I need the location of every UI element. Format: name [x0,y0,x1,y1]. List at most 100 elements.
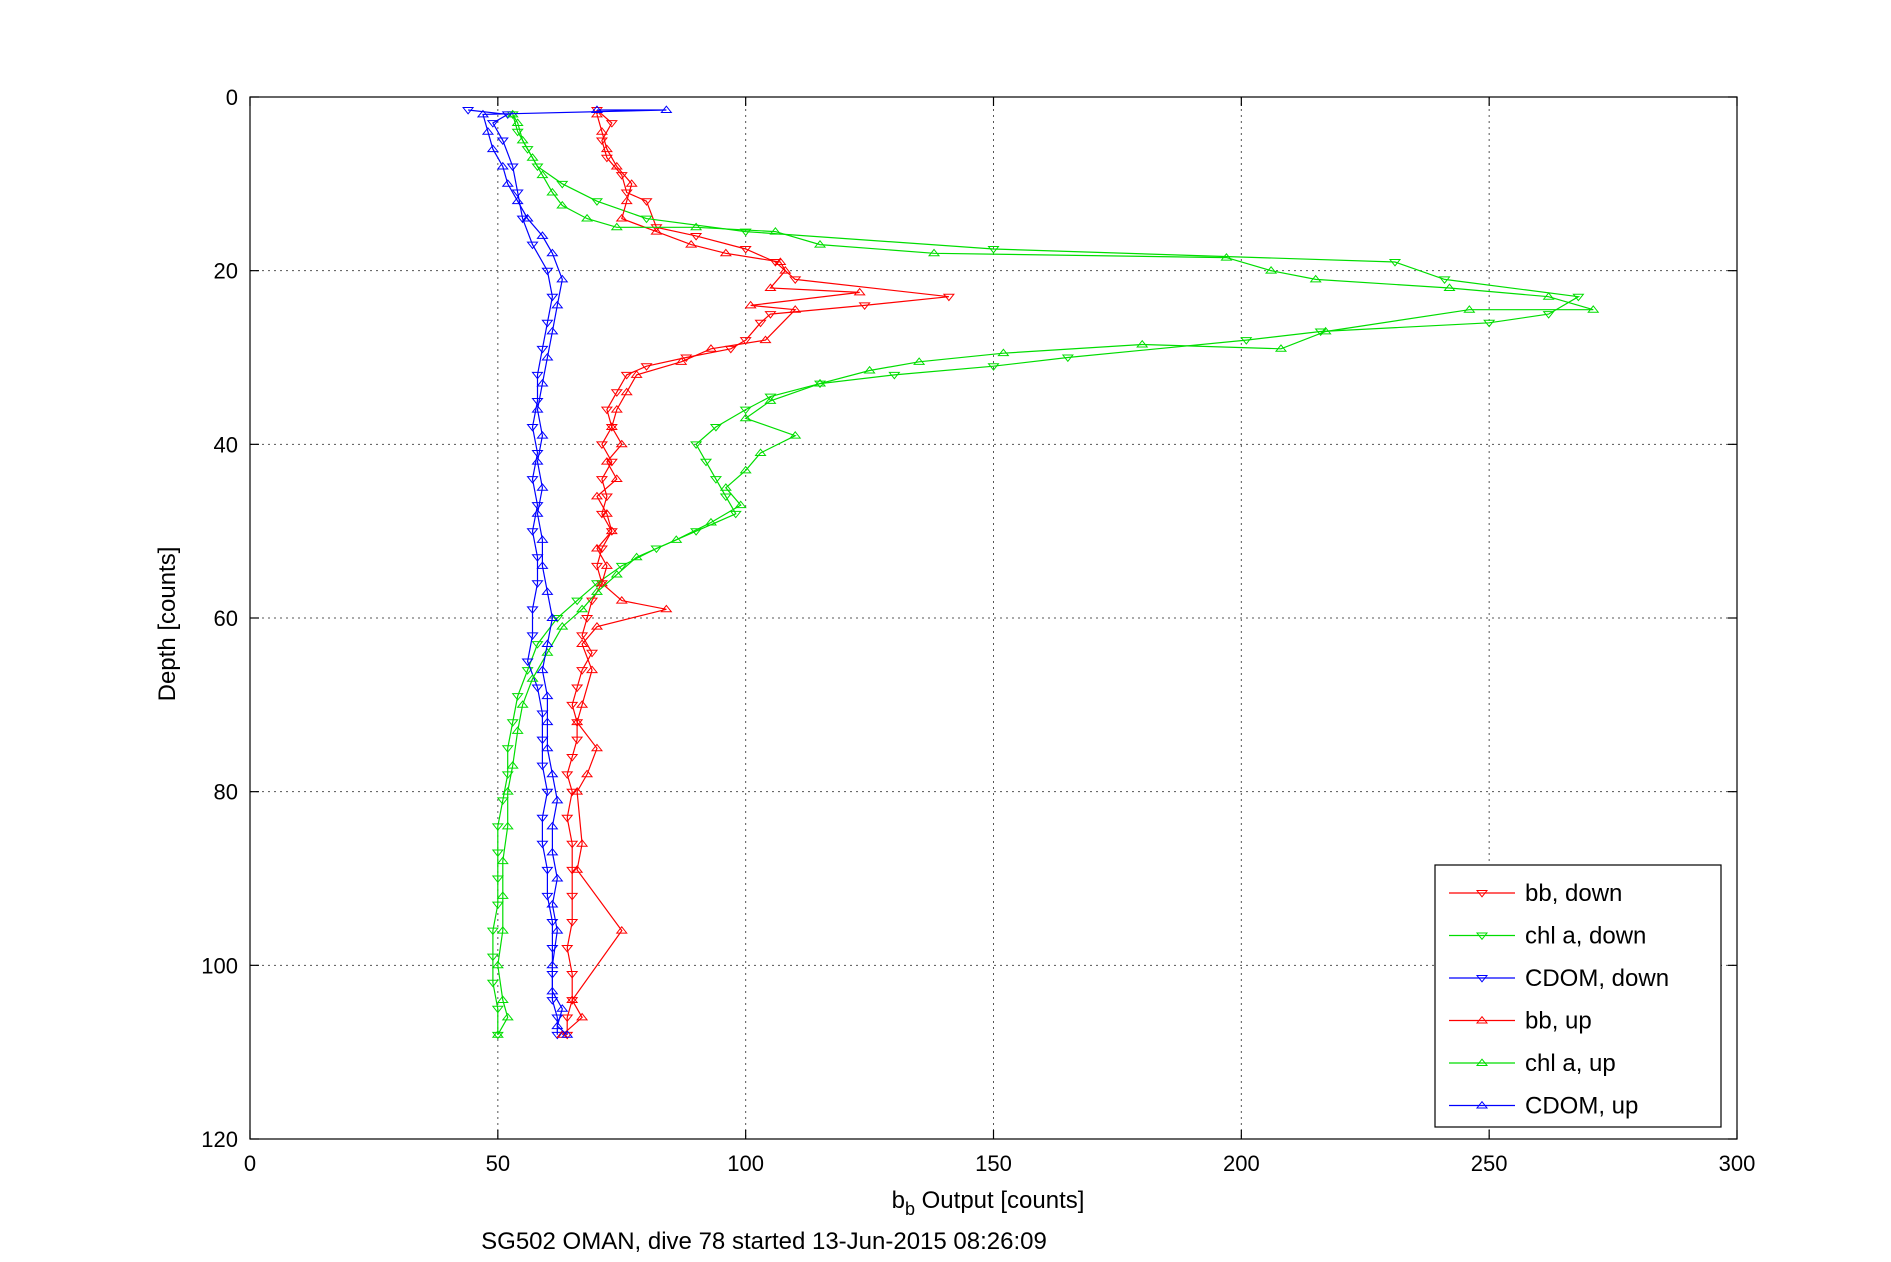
data-point [754,319,767,328]
data-point [1542,311,1555,319]
data-point [724,345,737,354]
legend-label: bb, up [1525,1008,1592,1035]
data-point [531,554,544,562]
legend-label: CDOM, down [1525,965,1669,992]
data-point [620,371,633,380]
data-point [576,839,589,847]
legend-label: CDOM, up [1525,1093,1638,1120]
data-point [486,953,499,962]
data-point [566,753,579,762]
data-point [590,580,604,588]
data-point [536,170,549,179]
y-axis-label: Depth [counts] [154,547,181,702]
data-point [501,179,514,187]
data-point [590,622,604,630]
data-point [541,267,554,276]
data-point [516,135,529,144]
data-point [556,1004,569,1012]
x-tick-label: 50 [486,1151,510,1176]
series-group [462,105,1600,1040]
data-point [521,658,534,667]
data-point [521,667,534,675]
data-point [1240,337,1253,345]
data-point [600,509,613,517]
data-point [556,274,569,283]
data-point [501,1012,514,1021]
data-point [506,163,519,172]
data-point [561,771,574,779]
data-point [511,693,524,701]
data-point [566,701,579,710]
data-point [541,866,554,875]
data-point [486,144,499,153]
legend-label: chl a, down [1525,923,1646,950]
data-point [590,562,604,571]
data-point [546,248,559,257]
data-point [620,387,633,396]
data-point [541,717,554,726]
data-point [615,439,628,448]
data-point [531,457,544,465]
data-point [739,465,752,474]
data-point [1136,339,1149,348]
data-point [541,352,554,361]
data-point [486,927,499,936]
data-point [491,849,504,858]
data-point [526,674,539,682]
y-tick-label: 20 [214,259,238,284]
y-tick-label: 60 [214,606,238,631]
data-point [506,719,519,727]
data-point [521,213,534,222]
data-point [699,458,713,467]
data-point [526,153,539,161]
x-tick-label: 250 [1471,1151,1508,1176]
data-point [685,239,698,248]
data-point [491,1030,504,1038]
data-point [620,196,633,205]
axis-ticks: 0 50 100 150 200 250 300 0 20 40 60 80 100 120 [201,85,1755,1176]
data-point [704,344,718,352]
data-point [496,925,509,934]
data-point [551,1031,564,1040]
data-point [541,892,554,901]
legend-item: CDOM, up [1449,1093,1638,1120]
data-point [496,161,509,170]
data-point [501,745,514,753]
chart-caption: SG502 OMAN, dive 78 started 13-Jun-2015 … [481,1228,1047,1255]
y-tick-label: 40 [214,432,238,457]
series-2 [462,107,564,1040]
data-point [630,552,643,561]
data-point [511,726,524,734]
data-point [576,604,589,613]
data-point [571,597,584,606]
data-point [779,266,792,274]
data-point [660,604,673,613]
data-point [491,1031,504,1040]
data-point [491,960,504,969]
legend-item: CDOM, down [1449,965,1669,992]
data-point [541,648,554,656]
data-point [531,371,544,380]
data-point [1542,292,1555,300]
data-point [690,441,703,449]
data-point [640,363,653,371]
data-point [576,639,589,648]
data-point [536,814,549,823]
data-point [531,509,544,517]
data-point [581,213,594,222]
data-point [754,448,767,456]
data-point [605,422,618,430]
data-point [764,311,777,319]
data-point [744,300,757,309]
series-line [492,114,1581,1035]
data-point [526,606,539,614]
data-point [546,986,559,995]
data-point [546,960,559,969]
data-point [650,226,663,235]
data-point [496,137,509,146]
data-point [759,335,772,344]
data-point [610,161,623,170]
data-point [987,245,1000,254]
data-point [704,517,718,526]
data-point [501,787,514,795]
